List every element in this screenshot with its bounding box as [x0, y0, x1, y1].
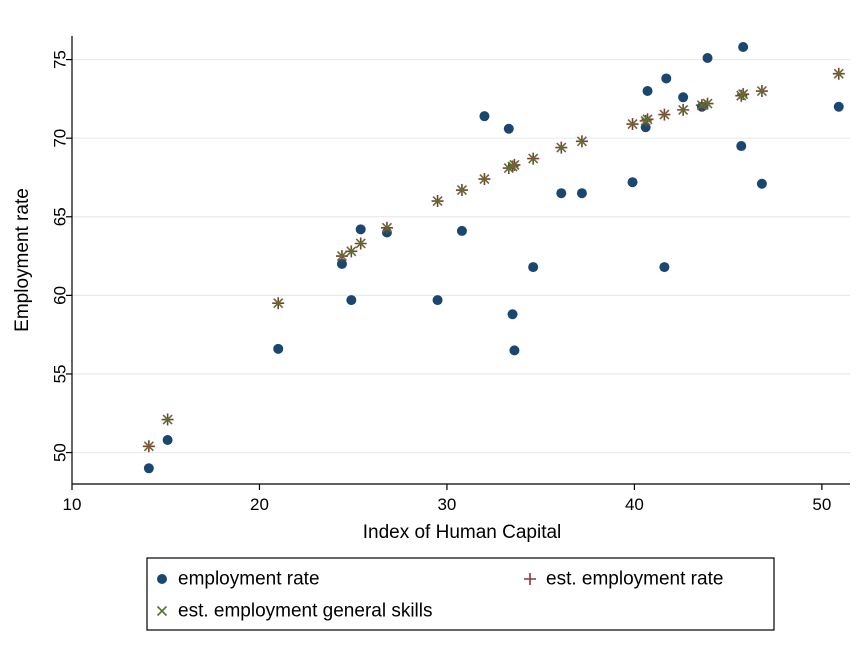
x-tick-label: 30	[437, 495, 456, 514]
y-tick-label: 70	[51, 129, 70, 148]
legend-label: employment rate	[178, 569, 320, 590]
series-2	[142, 67, 845, 453]
y-tick-label: 60	[51, 286, 70, 305]
data-point	[336, 251, 348, 262]
axes	[71, 36, 850, 485]
series-3	[143, 68, 844, 452]
data-point	[509, 159, 520, 170]
data-point	[479, 111, 490, 122]
legend-label: est. employment rate	[546, 569, 723, 590]
data-point	[273, 343, 284, 354]
data-point	[756, 178, 767, 189]
y-tick-label: 55	[51, 365, 70, 384]
data-points	[142, 42, 845, 474]
data-point	[273, 298, 284, 309]
legend-marker	[524, 573, 536, 585]
data-point	[642, 86, 653, 97]
y-ticks: 50 55 60 65 70 75	[51, 50, 72, 462]
data-point	[336, 258, 347, 269]
y-axis-title: Employment rate	[12, 188, 33, 332]
data-point	[162, 434, 173, 445]
x-tick-label: 50	[812, 495, 831, 514]
data-point	[143, 441, 154, 452]
data-point	[528, 153, 539, 164]
y-tick-label: 65	[51, 207, 70, 226]
data-point	[432, 295, 443, 306]
data-point	[576, 188, 587, 199]
data-point	[833, 101, 844, 112]
data-point	[702, 53, 713, 64]
data-point	[833, 68, 844, 79]
data-point	[642, 114, 653, 125]
data-point	[456, 184, 468, 196]
data-point	[556, 188, 567, 199]
data-point	[659, 109, 670, 120]
data-point	[528, 262, 539, 273]
legend-box	[146, 557, 775, 631]
x-tick-label: 40	[625, 495, 644, 514]
legend: employment rate est. employment rate est. …	[146, 557, 775, 631]
data-point	[556, 142, 567, 153]
data-point	[503, 123, 514, 134]
data-point	[738, 42, 749, 53]
x-ticks: 10 20 30 40 50	[63, 484, 831, 514]
data-point	[576, 136, 587, 147]
data-point	[381, 222, 393, 233]
legend-marker	[156, 605, 168, 617]
series-1	[143, 42, 844, 474]
data-point	[346, 295, 357, 306]
legend-marker	[157, 574, 167, 584]
data-point	[659, 262, 670, 273]
data-point	[627, 177, 638, 188]
data-point	[355, 224, 366, 235]
data-point	[355, 238, 366, 249]
gridlines	[72, 58, 850, 454]
y-tick-label: 75	[51, 50, 70, 69]
legend-label: est. employment general skills	[178, 601, 433, 622]
data-point	[432, 195, 443, 207]
data-point	[162, 414, 173, 425]
data-point	[702, 98, 713, 109]
data-point	[696, 100, 707, 111]
data-point	[507, 309, 518, 320]
data-point	[456, 225, 467, 236]
data-point	[756, 85, 767, 97]
data-point	[346, 246, 357, 257]
data-point	[509, 345, 520, 356]
data-point	[479, 173, 490, 185]
data-point	[736, 141, 747, 152]
x-tick-label: 10	[63, 495, 82, 514]
data-point	[143, 463, 154, 474]
data-point	[678, 104, 689, 115]
x-axis-title: Index of Human Capital	[363, 522, 562, 543]
data-point	[661, 73, 672, 84]
x-tick-label: 20	[250, 495, 269, 514]
data-point	[738, 89, 749, 100]
data-point	[627, 118, 638, 130]
data-point	[678, 92, 689, 103]
y-tick-label: 50	[51, 443, 70, 462]
